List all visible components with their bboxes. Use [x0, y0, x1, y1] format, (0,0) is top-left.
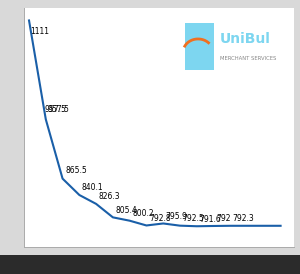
Text: 791.6: 791.6 [199, 215, 221, 224]
Text: 957.5: 957.5 [47, 105, 69, 114]
FancyBboxPatch shape [185, 22, 214, 70]
Text: 865.5: 865.5 [65, 166, 87, 175]
Text: 792: 792 [216, 215, 230, 223]
Text: 792.3: 792.3 [233, 214, 254, 223]
Text: 840.1: 840.1 [82, 183, 104, 192]
Text: UniBul: UniBul [220, 32, 271, 46]
Text: 795.9: 795.9 [166, 212, 188, 221]
Text: 805.4: 805.4 [116, 206, 137, 215]
Text: MERCHANT SERVICES: MERCHANT SERVICES [220, 56, 276, 61]
Text: 957.5: 957.5 [45, 105, 67, 114]
Text: 800.2: 800.2 [132, 209, 154, 218]
Text: 792.5: 792.5 [182, 214, 204, 223]
Text: 792.8: 792.8 [149, 214, 171, 223]
Text: 1111: 1111 [30, 27, 49, 36]
Text: 826.3: 826.3 [99, 192, 120, 201]
